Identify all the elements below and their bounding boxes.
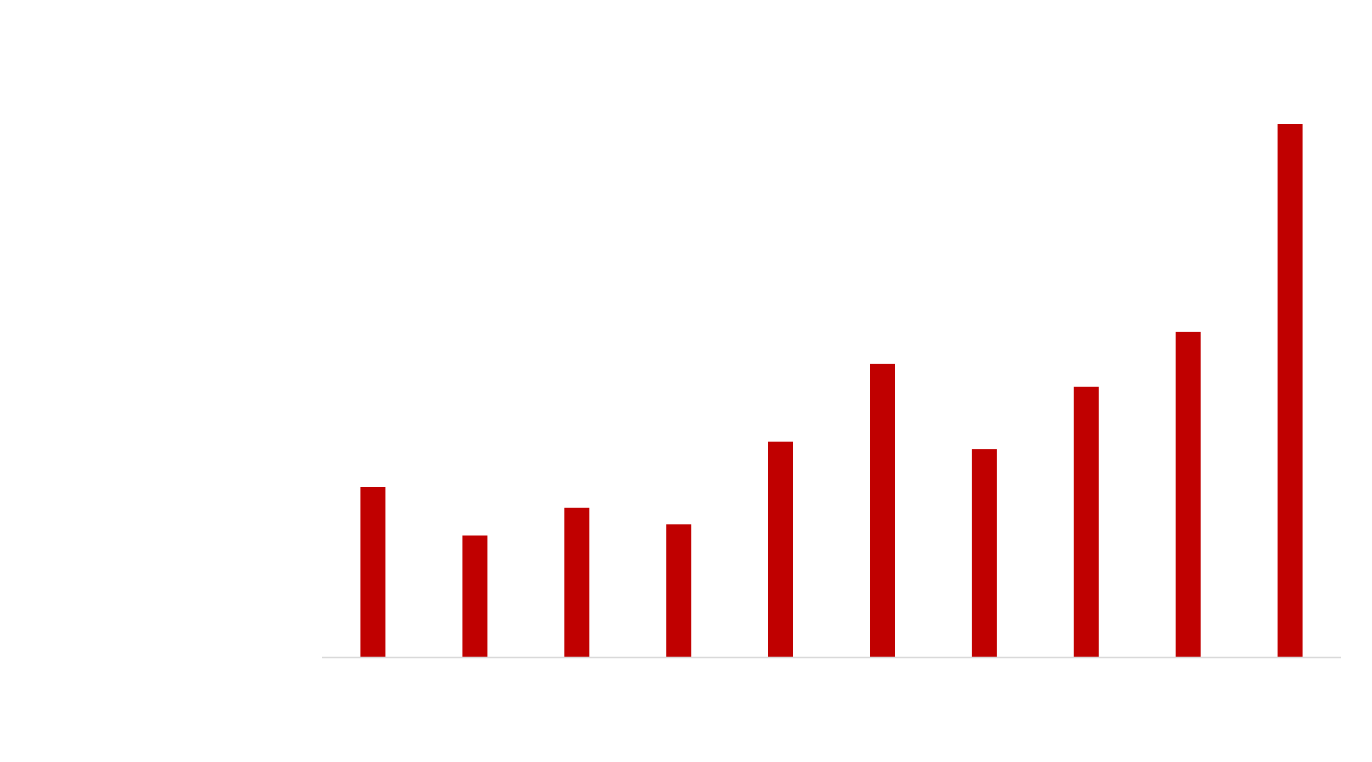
bar-9: [1175, 331, 1201, 657]
bar-10: [1277, 124, 1303, 657]
bars-group: [360, 124, 1303, 657]
bar-4: [666, 524, 692, 657]
bar-5: [768, 441, 793, 657]
bar-1: [360, 487, 386, 657]
bar-3: [564, 507, 590, 657]
bar-2: [462, 535, 488, 657]
bar-7: [971, 449, 997, 657]
bar-6: [870, 363, 895, 657]
bar-8: [1073, 386, 1099, 657]
